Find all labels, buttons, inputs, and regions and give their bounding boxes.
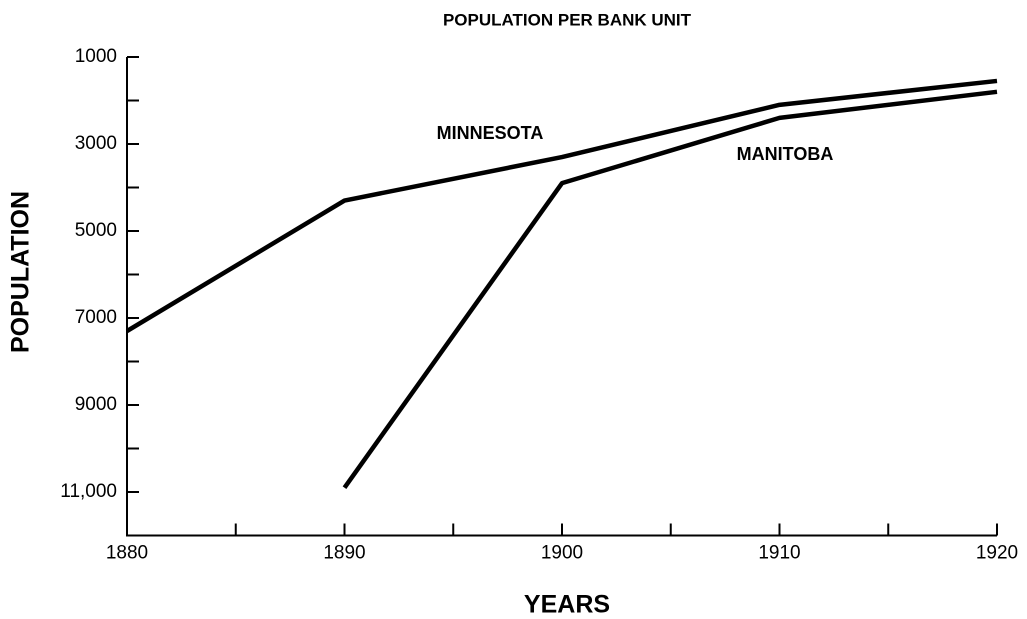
y-tick-label: 11,000 — [60, 481, 117, 502]
x-tick-label: 1900 — [541, 543, 583, 564]
series-label: MANITOBA — [737, 144, 834, 164]
y-axis-label: POPULATION — [7, 191, 35, 353]
data-line — [125, 78, 998, 333]
y-tick-label: 9000 — [75, 394, 117, 415]
data-line — [342, 89, 998, 489]
y-tick-label: 5000 — [75, 220, 117, 241]
y-tick-label: 1000 — [75, 46, 117, 67]
y-tick-label: 7000 — [75, 307, 117, 328]
x-tick-label: 1880 — [106, 543, 148, 564]
x-tick-label: 1890 — [323, 543, 365, 564]
x-tick-label: 1910 — [758, 543, 800, 564]
axes — [126, 57, 997, 537]
x-tick-label: 1920 — [976, 543, 1018, 564]
x-axis-label: YEARS — [524, 591, 610, 619]
chart-title: POPULATION PER BANK UNIT — [443, 10, 692, 29]
y-tick-label: 3000 — [75, 133, 117, 154]
series-label: MINNESOTA — [437, 123, 544, 143]
